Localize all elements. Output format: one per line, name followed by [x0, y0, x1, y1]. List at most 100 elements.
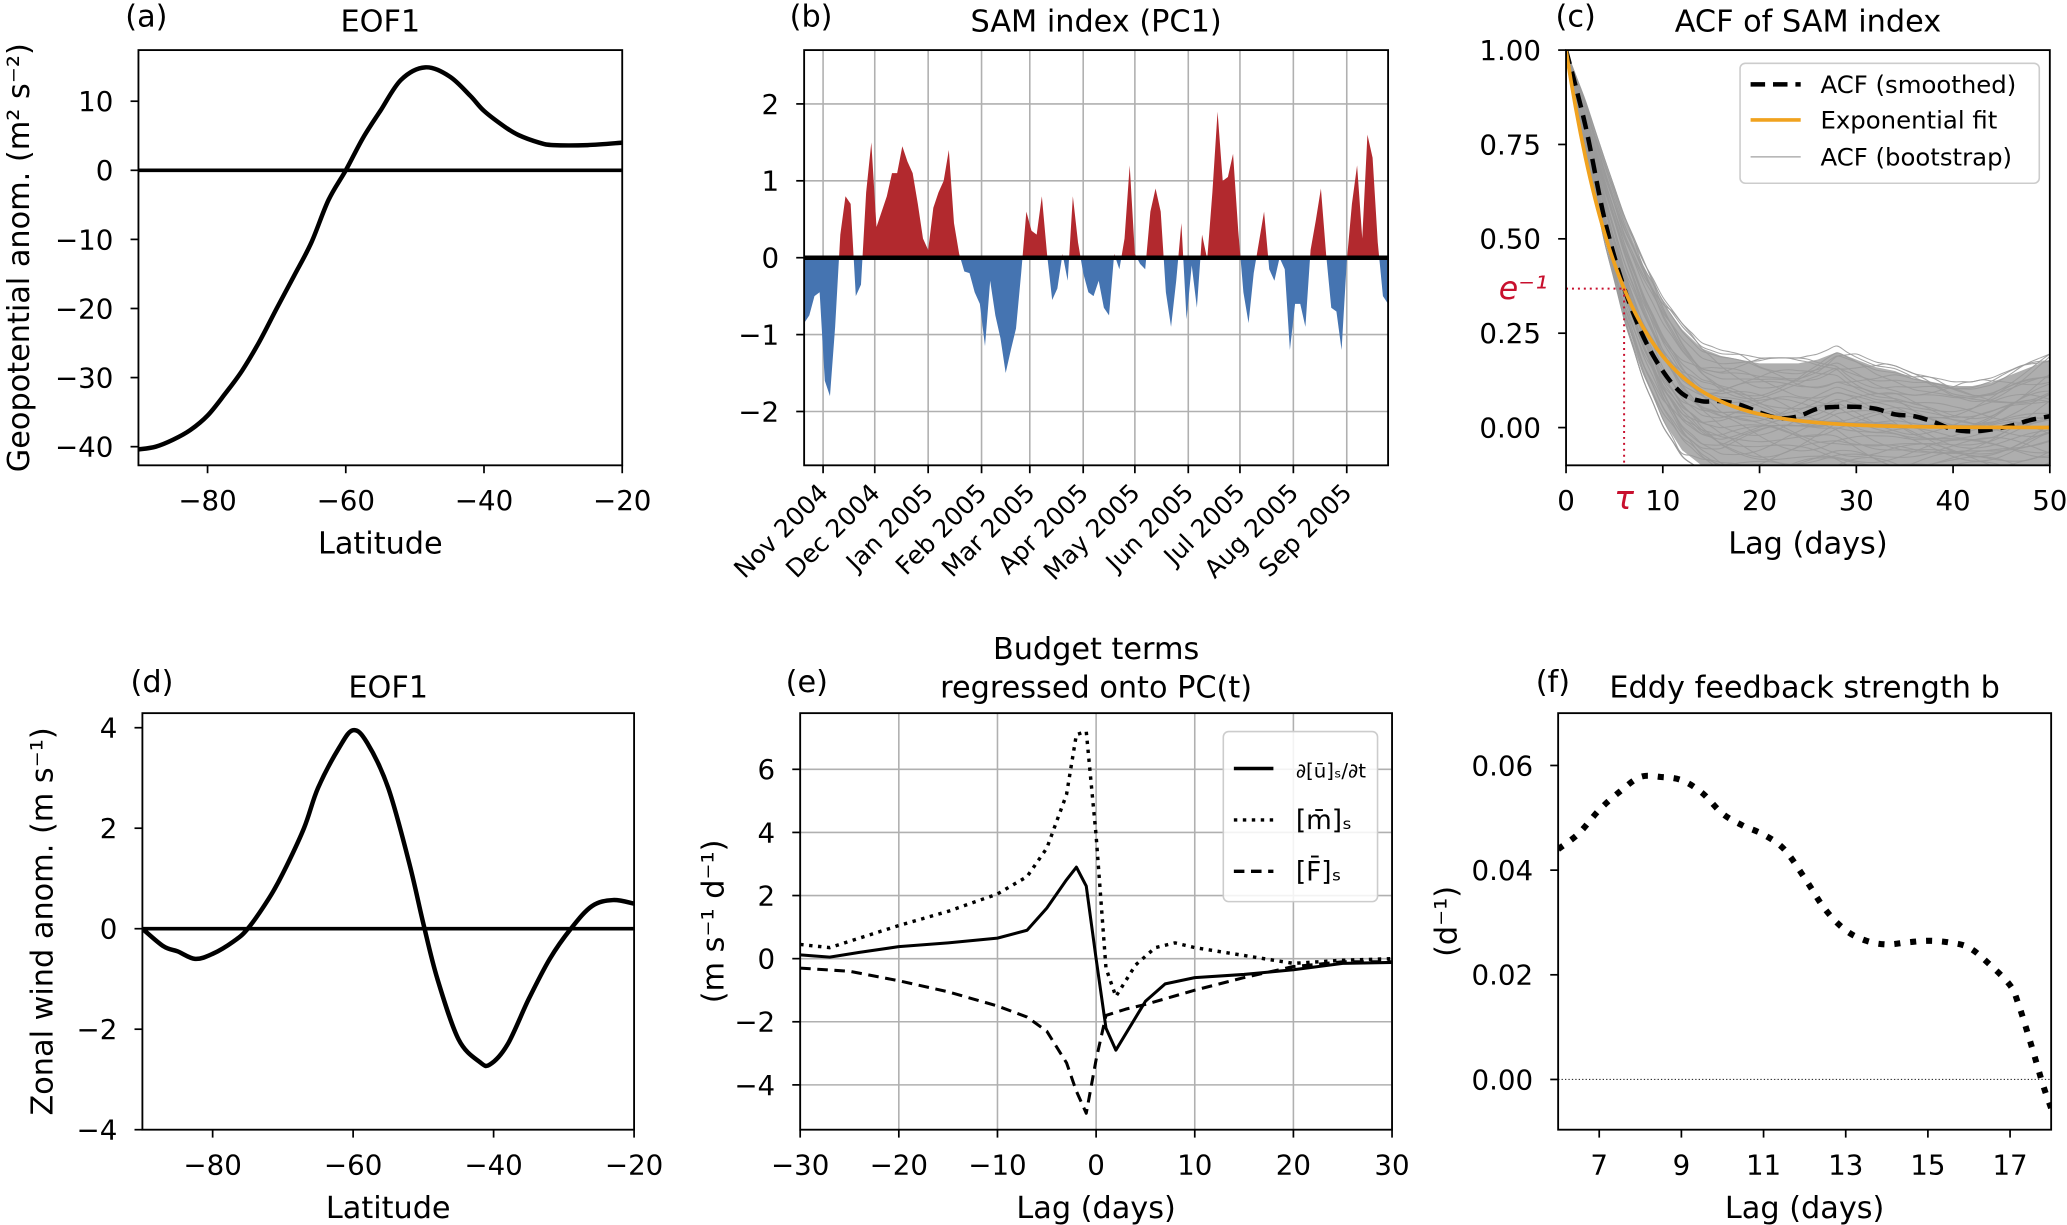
chart-title: SAM index (PC1) [971, 5, 1222, 40]
y-axis-label: Zonal wind anom. (m s⁻¹) [26, 727, 61, 1115]
x-tick-label: 9 [1673, 1149, 1691, 1182]
x-tick-label: 15 [1910, 1149, 1945, 1182]
y-tick-label: −4 [734, 1069, 775, 1102]
axes-frame [1565, 49, 2051, 467]
panel-label: (e) [786, 665, 828, 700]
negative-area [804, 257, 1389, 397]
y-axis-label: (d⁻¹) [1430, 886, 1465, 957]
chart-title-line: regressed onto PC(t) [940, 670, 1252, 705]
y-tick-label: 2 [758, 879, 776, 912]
x-tick-label: 0 [1557, 484, 1575, 517]
panel-label: (c) [1556, 0, 1596, 34]
y-tick-label: 0.50 [1479, 223, 1541, 256]
x-axis-label: Lag (days) [1725, 1191, 1884, 1225]
y-tick-label: −20 [55, 292, 113, 325]
y-tick-label: 0.04 [1471, 854, 1533, 887]
x-tick-label: −60 [317, 484, 375, 517]
panel-label: (b) [790, 0, 833, 34]
x-axis-label: Latitude [326, 1191, 451, 1225]
y-tick-label: 4 [758, 816, 776, 849]
series-line-t [800, 865, 1393, 1052]
chart-title: Eddy feedback strength b [1609, 670, 1999, 705]
y-tick-label: 0.25 [1479, 317, 1541, 350]
bootstrap-line [1566, 50, 2004, 466]
legend: ACF (smoothed) Exponential fit ACF (bootst… [1739, 62, 2041, 185]
legend: ∂[ū]ₛ/∂t [m̄]ₛ [F̄]ₛ [1222, 730, 1379, 903]
bootstrap-line [1566, 50, 2050, 389]
x-tick-label: −20 [593, 484, 651, 517]
bootstrap-line [1566, 50, 2050, 464]
legend-box [1739, 62, 2041, 185]
panel-d: −80 −60 −40 −20−4−2024EOF1(d)LatitudeZonal … [26, 665, 664, 1225]
positive-area [804, 111, 1389, 258]
bootstrap-line [1566, 50, 2050, 399]
bootstrap-band [1566, 50, 2050, 466]
legend-label: ACF (bootstrap) [1820, 142, 2012, 171]
panel-a: −80 −60 −40 −20 −40 −30 −20 −10 0 10 EOF1 (a) Latitu… [2, 0, 651, 562]
series-line-m [800, 729, 1393, 999]
y-tick-label: 4 [100, 712, 118, 745]
x-tick-label: 11 [1746, 1149, 1781, 1182]
legend-box [1222, 730, 1379, 903]
x-tick-label: 30 [1374, 1149, 1409, 1182]
x-tick-label: −40 [455, 484, 513, 517]
x-tick-label: −40 [464, 1149, 522, 1182]
x-tick-label: 13 [1828, 1149, 1863, 1182]
series-line-series-0 [1558, 772, 2052, 1110]
legend-label: ACF (smoothed) [1820, 70, 2016, 99]
axes-frame [1557, 712, 2053, 1131]
y-tick-label: −2 [738, 395, 779, 428]
bootstrap-line [1566, 50, 2050, 402]
y-tick-label: 0.00 [1471, 1063, 1533, 1096]
x-tick-label: 30 [1839, 484, 1874, 517]
y-tick-label: 0 [100, 913, 118, 946]
axes-frame [141, 712, 636, 1131]
x-axis-label: Latitude [318, 527, 443, 562]
legend-label: Exponential fit [1820, 106, 1997, 135]
chart-title: EOF1 [348, 670, 428, 705]
y-axis-label: Geopotential anom. (m² s⁻²) [2, 43, 37, 472]
series-line-series-0 [138, 65, 623, 452]
chart-title: ACF of SAM index [1675, 5, 1941, 40]
y-tick-label: −10 [55, 223, 113, 256]
x-tick-label: 40 [1935, 484, 1970, 517]
legend-label: ∂[ū]ₛ/∂t [1296, 760, 1366, 783]
x-tick-label: 50 [2032, 484, 2067, 517]
y-tick-label: −1 [738, 318, 779, 351]
legend-label: [F̄]ₛ [1296, 856, 1342, 888]
plot-area [804, 111, 1389, 397]
bootstrap-line [1566, 50, 2050, 398]
x-tick-label: −20 [870, 1149, 928, 1182]
chart-title-line: Budget terms [993, 632, 1199, 667]
series-line-series-0 [142, 727, 635, 1069]
x-tick-label: −10 [968, 1149, 1026, 1182]
y-tick-label: 2 [761, 88, 779, 121]
y-tick-label: −4 [77, 1114, 118, 1147]
panel-f: 7 9 11 13 15 17 0.00 0.02 0.04 0.06 Eddy feedback … [1430, 665, 2053, 1225]
x-tick-label: −60 [324, 1149, 382, 1182]
series-line-f [800, 960, 1393, 1115]
bootstrap-line [1566, 50, 1937, 466]
plot-area [142, 727, 635, 1069]
y-axis-label: (m s⁻¹ d⁻¹) [697, 840, 732, 1004]
x-axis-label: Lag (days) [1728, 527, 1887, 562]
y-tick-label: 0 [758, 943, 776, 976]
bootstrap-line [1566, 50, 2050, 425]
y-tick-label: 0.06 [1471, 749, 1533, 782]
panel-label: (f) [1536, 665, 1570, 700]
y-tick-label: 6 [758, 753, 776, 786]
y-tick-label: 1.00 [1479, 34, 1541, 67]
bootstrap-line [1566, 50, 2050, 466]
x-axis-label: Lag (days) [1016, 1191, 1175, 1225]
plot-area [800, 729, 1393, 1115]
y-tick-label: −30 [55, 361, 113, 394]
bootstrap-line [1566, 50, 2050, 466]
y-tick-label: 0 [96, 154, 114, 187]
x-tick-label: −20 [605, 1149, 663, 1182]
plot-area [1566, 50, 2050, 466]
plot-area [1558, 772, 2052, 1110]
y-tick-label: 10 [78, 85, 113, 118]
